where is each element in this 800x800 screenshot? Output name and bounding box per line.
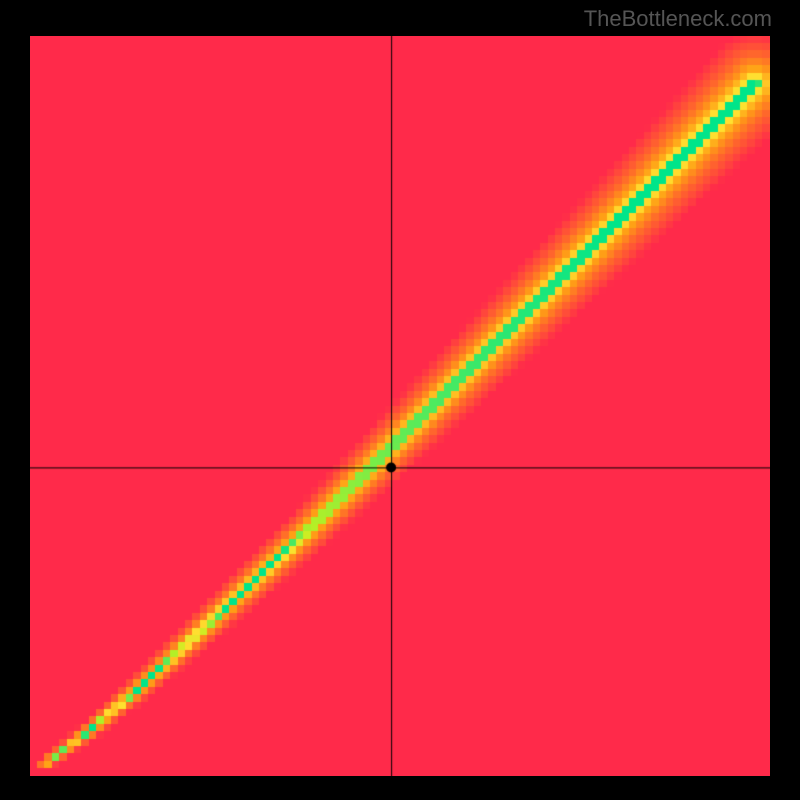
- chart-container: TheBottleneck.com: [0, 0, 800, 800]
- bottleneck-heatmap: [30, 36, 770, 776]
- heatmap-wrap: [30, 36, 770, 776]
- watermark-label: TheBottleneck.com: [584, 6, 772, 32]
